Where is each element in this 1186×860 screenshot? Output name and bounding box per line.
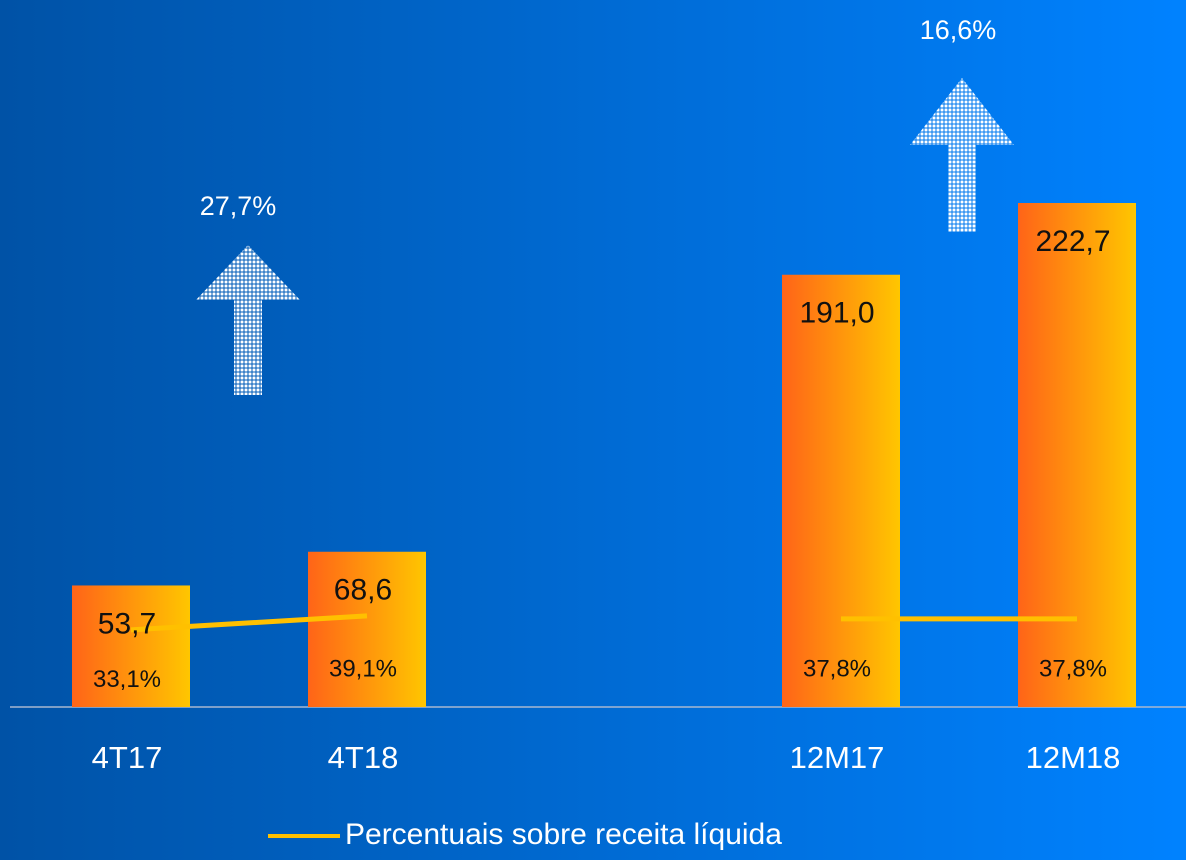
annotation: 16,6%: [920, 15, 997, 45]
percent-label: 33,1%: [93, 666, 161, 693]
annotation: 27,7%: [200, 191, 277, 221]
percent-label: 37,8%: [803, 655, 871, 682]
growth-arrow: [196, 245, 300, 395]
value-label: 191,0: [799, 297, 874, 330]
value-label: 68,6: [334, 574, 392, 607]
bar: [308, 551, 426, 707]
x-tick-label: 12M17: [790, 740, 885, 775]
percent-label: 37,8%: [1039, 655, 1107, 682]
bar: [782, 274, 900, 707]
value-label: 53,7: [98, 607, 156, 640]
percent-label: 39,1%: [329, 655, 397, 682]
growth-arrow: [910, 78, 1014, 232]
x-tick-label: 4T17: [92, 740, 163, 775]
value-label: 222,7: [1035, 225, 1110, 258]
x-tick-label: 4T18: [328, 740, 399, 775]
margin-line: [130, 613, 368, 633]
bar: [1018, 203, 1136, 707]
legend-label: Percentuais sobre receita líquida: [345, 818, 782, 851]
x-tick-label: 12M18: [1026, 740, 1121, 775]
bar: [72, 585, 190, 707]
